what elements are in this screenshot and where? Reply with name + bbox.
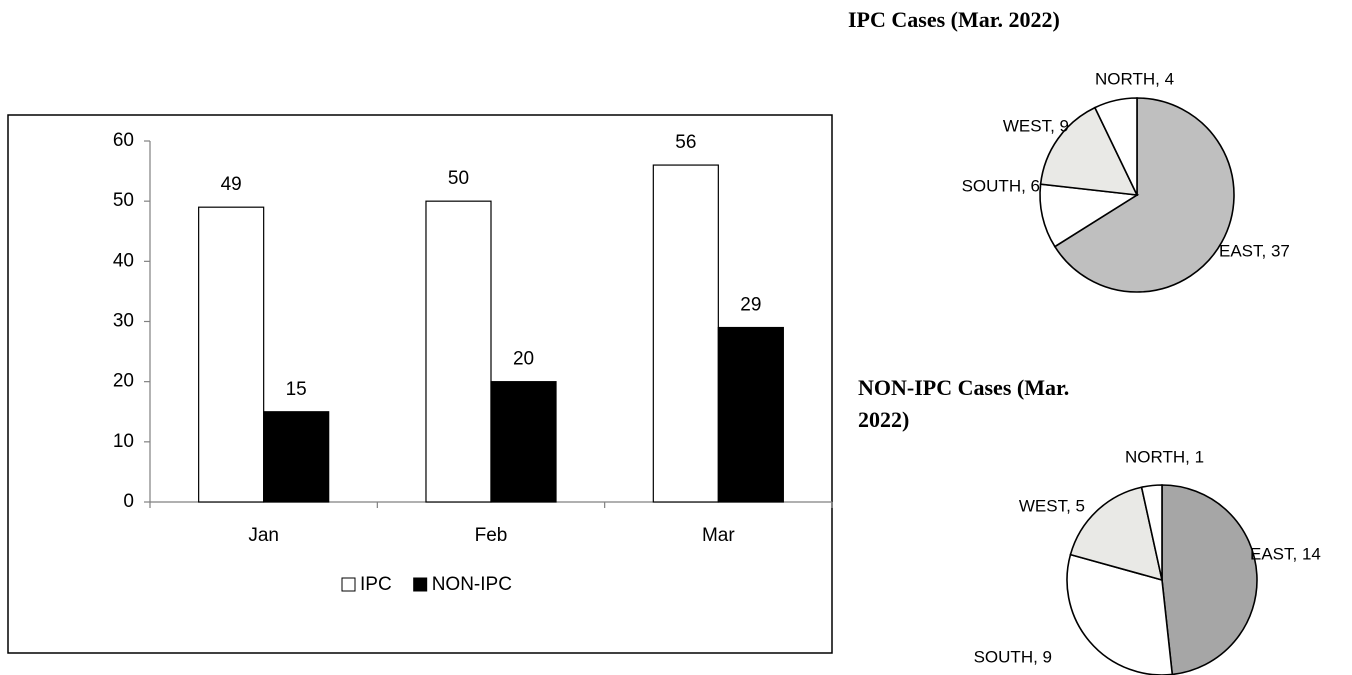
x-tick-label: Jan xyxy=(248,525,279,546)
pie-title: IPC Cases (Mar. 2022) xyxy=(848,7,1060,32)
legend-label: NON-IPC xyxy=(432,574,512,595)
pie-slice xyxy=(1053,97,1235,293)
bar xyxy=(652,164,719,503)
slice-label: NORTH, 4 xyxy=(1095,69,1174,88)
pie-slice xyxy=(1093,97,1138,196)
legend-swatch xyxy=(413,577,428,592)
data-label: 49 xyxy=(221,174,242,195)
data-label: 20 xyxy=(513,349,534,370)
pie-slice xyxy=(1066,553,1174,675)
y-tick-label: 40 xyxy=(113,250,134,271)
legend-label: IPC xyxy=(360,574,392,595)
bar xyxy=(198,206,265,503)
chart-frame xyxy=(7,114,833,654)
data-label: 50 xyxy=(448,168,469,189)
slice-label: WEST, 9 xyxy=(1003,116,1069,135)
pie-slice xyxy=(1069,486,1164,582)
y-tick-label: 0 xyxy=(123,491,134,512)
data-label: 56 xyxy=(675,132,696,153)
slice-label: WEST, 5 xyxy=(1019,496,1085,515)
y-tick-label: 30 xyxy=(113,311,134,332)
slice-label: NORTH, 1 xyxy=(1125,447,1204,466)
data-label: 29 xyxy=(740,295,761,316)
bar xyxy=(425,200,492,503)
slice-label: EAST, 37 xyxy=(1219,241,1290,260)
slice-label: SOUTH, 9 xyxy=(974,647,1052,666)
bar xyxy=(717,326,784,503)
y-tick-label: 50 xyxy=(113,190,134,211)
y-tick-label: 20 xyxy=(113,371,134,392)
x-tick-label: Feb xyxy=(475,525,508,546)
bar xyxy=(263,411,330,503)
pie-slice xyxy=(1161,484,1258,675)
pie-slice xyxy=(1039,106,1139,196)
x-tick-label: Mar xyxy=(702,525,735,546)
data-label: 15 xyxy=(286,379,307,400)
y-tick-label: 10 xyxy=(113,431,134,452)
bar xyxy=(490,381,557,503)
pie-slice xyxy=(1140,484,1163,581)
pie-title: NON-IPC Cases (Mar. 2022) xyxy=(858,375,1070,432)
slice-label: EAST, 14 xyxy=(1250,544,1321,563)
slice-label: SOUTH, 6 xyxy=(962,176,1040,195)
legend-swatch xyxy=(341,577,356,592)
y-tick-label: 60 xyxy=(113,130,134,151)
